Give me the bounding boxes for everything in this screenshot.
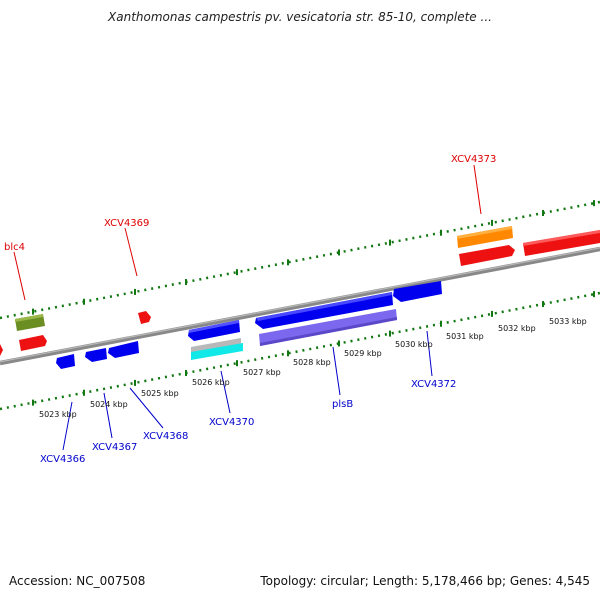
tick-label-5029: 5029 kbp [344, 349, 382, 358]
tick-label-5030: 5030 kbp [395, 340, 433, 349]
major-ticks [32, 200, 595, 406]
connector-XCV4373 [473, 164, 482, 215]
label-XCV4373[interactable]: XCV4373 [451, 154, 496, 165]
gene-cyan-bar[interactable] [191, 343, 243, 360]
tick-label-5024: 5024 kbp [90, 400, 128, 409]
label-plsB[interactable]: plsB [332, 399, 353, 410]
gene-forward-red-3[interactable] [459, 245, 515, 266]
connector-XCV4367 [103, 392, 113, 439]
connector-blc4 [13, 251, 26, 301]
genome-summary-text: Topology: circular; Length: 5,178,466 bp… [260, 574, 590, 588]
gene-XCV4367[interactable] [85, 348, 107, 362]
label-XCV4367[interactable]: XCV4367 [92, 442, 137, 453]
gene-plsB-shadow [260, 317, 397, 346]
label-XCV4372[interactable]: XCV4372 [411, 379, 456, 390]
tick-label-5023: 5023 kbp [39, 410, 77, 419]
gene-gray-bar[interactable] [191, 338, 241, 353]
gene-forward-red-partial[interactable] [0, 344, 3, 356]
label-XCV4366[interactable]: XCV4366 [40, 454, 85, 465]
label-connectors [13, 164, 482, 451]
label-blc4[interactable]: blc4 [4, 242, 25, 253]
connector-XCV4368 [129, 387, 164, 429]
connector-XCV4370 [220, 370, 231, 414]
forward-genes [0, 226, 600, 356]
connector-XCV4366 [62, 401, 73, 451]
tick-label-5028: 5028 kbp [293, 358, 331, 367]
connector-XCV4372 [426, 330, 433, 377]
gene-XCV4366[interactable] [56, 354, 75, 369]
connector-XCV4369 [124, 227, 138, 277]
genome-backbone-highlight [0, 247, 600, 363]
tick-label-5027: 5027 kbp [243, 368, 281, 377]
tick-label-5031: 5031 kbp [446, 332, 484, 341]
gene-reverse-long-top [256, 292, 392, 321]
gene-blc4-top [15, 314, 43, 322]
tick-label-5033: 5033 kbp [549, 317, 587, 326]
label-XCV4369[interactable]: XCV4369 [104, 218, 149, 229]
map-title: Xanthomonas campestris pv. vesicatoria s… [108, 10, 492, 24]
gene-XCV4373-top [457, 226, 512, 239]
gene-forward-red-1[interactable] [19, 335, 47, 351]
label-XCV4368[interactable]: XCV4368 [143, 431, 188, 442]
gene-XCV4372[interactable] [393, 281, 442, 302]
label-XCV4370[interactable]: XCV4370 [209, 417, 254, 428]
gene-forward-red-4-top [523, 230, 600, 246]
gene-forward-red-2[interactable] [138, 311, 151, 324]
gene-labels: blc4 XCV4369 XCV4373 XCV4366 XCV4367 XCV… [4, 154, 496, 465]
gene-forward-red-4[interactable] [523, 230, 600, 256]
tick-label-5025: 5025 kbp [141, 389, 179, 398]
accession-text: Accession: NC_007508 [9, 574, 146, 588]
gene-XCV4368[interactable] [108, 341, 139, 358]
tick-label-5026: 5026 kbp [192, 378, 230, 387]
genome-backbone [0, 246, 600, 366]
reverse-genes [56, 281, 442, 369]
upper-tick-row [0, 200, 600, 320]
gene-XCV4370-top [189, 320, 239, 333]
connector-plsB [332, 346, 341, 396]
tick-labels: 5023 kbp 5024 kbp 5025 kbp 5026 kbp 5027… [39, 317, 587, 419]
gene-XCV4373[interactable] [457, 226, 513, 248]
tick-label-5032: 5032 kbp [498, 324, 536, 333]
